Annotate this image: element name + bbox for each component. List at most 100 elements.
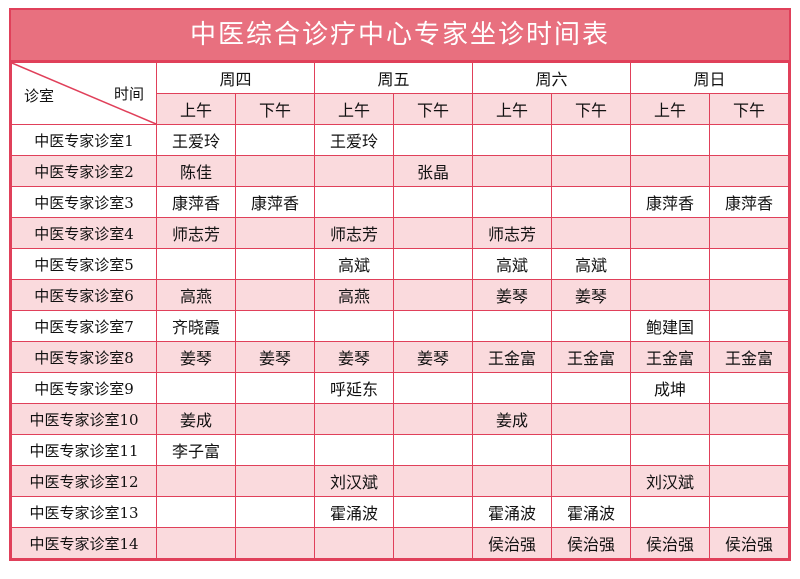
doctor-cell: 姜琴 xyxy=(156,341,236,373)
doctor-cell: 张晶 xyxy=(393,155,473,187)
doctor-cell: 侯治强 xyxy=(472,527,552,559)
doctor-cell: 陈佳 xyxy=(156,155,236,187)
doctor-cell xyxy=(709,217,789,249)
doctor-cell: 呼延东 xyxy=(314,372,394,404)
doctor-cell xyxy=(393,465,473,497)
doctor-cell xyxy=(235,496,315,528)
doctor-cell xyxy=(472,124,552,156)
doctor-cell xyxy=(393,403,473,435)
half-day-header: 上午 xyxy=(314,93,394,125)
doctor-cell: 高燕 xyxy=(156,279,236,311)
doctor-cell: 齐晓霞 xyxy=(156,310,236,342)
corner-header-cell: 诊室 时间 xyxy=(11,62,157,125)
table-row: 中医专家诊室13 霍涌波 霍涌波 霍涌波 xyxy=(11,496,789,528)
room-name-cell: 中医专家诊室11 xyxy=(11,434,157,466)
half-day-header: 上午 xyxy=(156,93,236,125)
doctor-cell xyxy=(709,310,789,342)
doctor-cell: 姜琴 xyxy=(472,279,552,311)
doctor-cell: 康萍香 xyxy=(709,186,789,218)
table-row: 中医专家诊室1 王爱玲 王爱玲 xyxy=(11,124,789,156)
doctor-cell xyxy=(551,124,631,156)
doctor-cell: 王爱玲 xyxy=(314,124,394,156)
doctor-cell xyxy=(630,124,710,156)
room-name-cell: 中医专家诊室10 xyxy=(11,403,157,435)
half-day-header: 下午 xyxy=(709,93,789,125)
room-name-cell: 中医专家诊室8 xyxy=(11,341,157,373)
doctor-cell: 霍涌波 xyxy=(314,496,394,528)
table-row: 中医专家诊室2 陈佳 张晶 xyxy=(11,155,789,187)
doctor-cell xyxy=(472,372,552,404)
doctor-cell: 高斌 xyxy=(551,248,631,280)
doctor-cell xyxy=(393,124,473,156)
doctor-cell: 侯治强 xyxy=(551,527,631,559)
table-row: 中医专家诊室5 高斌 高斌 高斌 xyxy=(11,248,789,280)
doctor-cell xyxy=(709,248,789,280)
doctor-cell: 高斌 xyxy=(314,248,394,280)
doctor-cell xyxy=(393,279,473,311)
doctor-cell xyxy=(156,465,236,497)
doctor-cell xyxy=(393,248,473,280)
doctor-cell xyxy=(235,403,315,435)
doctor-cell: 师志芳 xyxy=(314,217,394,249)
doctor-cell xyxy=(235,434,315,466)
doctor-cell xyxy=(393,310,473,342)
doctor-cell: 刘汉斌 xyxy=(630,465,710,497)
doctor-cell: 王金富 xyxy=(472,341,552,373)
doctor-cell xyxy=(393,186,473,218)
doctor-cell xyxy=(235,155,315,187)
room-name-cell: 中医专家诊室4 xyxy=(11,217,157,249)
room-name-cell: 中医专家诊室6 xyxy=(11,279,157,311)
table-row: 中医专家诊室3 康萍香 康萍香 康萍香 康萍香 xyxy=(11,186,789,218)
doctor-cell xyxy=(472,310,552,342)
doctor-cell xyxy=(235,248,315,280)
doctor-cell: 姜琴 xyxy=(314,341,394,373)
room-name-cell: 中医专家诊室12 xyxy=(11,465,157,497)
doctor-cell xyxy=(709,465,789,497)
half-day-header: 下午 xyxy=(235,93,315,125)
room-name-cell: 中医专家诊室1 xyxy=(11,124,157,156)
doctor-cell xyxy=(551,372,631,404)
doctor-cell: 姜成 xyxy=(472,403,552,435)
half-day-header: 下午 xyxy=(551,93,631,125)
doctor-cell xyxy=(235,372,315,404)
doctor-cell: 姜琴 xyxy=(551,279,631,311)
doctor-cell xyxy=(709,496,789,528)
doctor-cell: 高燕 xyxy=(314,279,394,311)
doctor-cell xyxy=(709,279,789,311)
doctor-cell xyxy=(551,310,631,342)
doctor-cell: 师志芳 xyxy=(472,217,552,249)
table-row: 中医专家诊室12 刘汉斌 刘汉斌 xyxy=(11,465,789,497)
doctor-cell: 王金富 xyxy=(551,341,631,373)
half-day-header: 下午 xyxy=(393,93,473,125)
doctor-cell xyxy=(314,186,394,218)
doctor-cell: 李子富 xyxy=(156,434,236,466)
doctor-cell xyxy=(630,279,710,311)
doctor-cell xyxy=(314,310,394,342)
doctor-cell xyxy=(393,527,473,559)
doctor-cell xyxy=(314,403,394,435)
doctor-cell: 刘汉斌 xyxy=(314,465,394,497)
doctor-cell xyxy=(235,124,315,156)
table-row: 中医专家诊室8 姜琴 姜琴 姜琴 姜琴 王金富 王金富 王金富 王金富 xyxy=(11,341,789,373)
doctor-cell: 成坤 xyxy=(630,372,710,404)
day-header: 周六 xyxy=(472,62,631,94)
table-row: 中医专家诊室4 师志芳 师志芳 师志芳 xyxy=(11,217,789,249)
table-row: 中医专家诊室6 高燕 高燕 姜琴 姜琴 xyxy=(11,279,789,311)
table-row: 中医专家诊室10 姜成 姜成 xyxy=(11,403,789,435)
doctor-cell xyxy=(630,155,710,187)
doctor-cell xyxy=(630,434,710,466)
doctor-cell xyxy=(393,217,473,249)
doctor-cell xyxy=(314,527,394,559)
room-name-cell: 中医专家诊室5 xyxy=(11,248,157,280)
room-name-cell: 中医专家诊室2 xyxy=(11,155,157,187)
diagonal-line xyxy=(12,63,156,124)
doctor-cell xyxy=(630,403,710,435)
schedule-table: 诊室 时间 周四 周五 周六 周日 上午 下午 上午 下午 上午 下午 上午 下午 中医专家诊… xyxy=(11,62,789,559)
doctor-cell: 鲍建国 xyxy=(630,310,710,342)
doctor-cell xyxy=(156,496,236,528)
table-row: 中医专家诊室11 李子富 xyxy=(11,434,789,466)
header-row-days: 诊室 时间 周四 周五 周六 周日 xyxy=(11,62,789,125)
doctor-cell xyxy=(156,248,236,280)
doctor-cell xyxy=(235,310,315,342)
doctor-cell xyxy=(630,248,710,280)
